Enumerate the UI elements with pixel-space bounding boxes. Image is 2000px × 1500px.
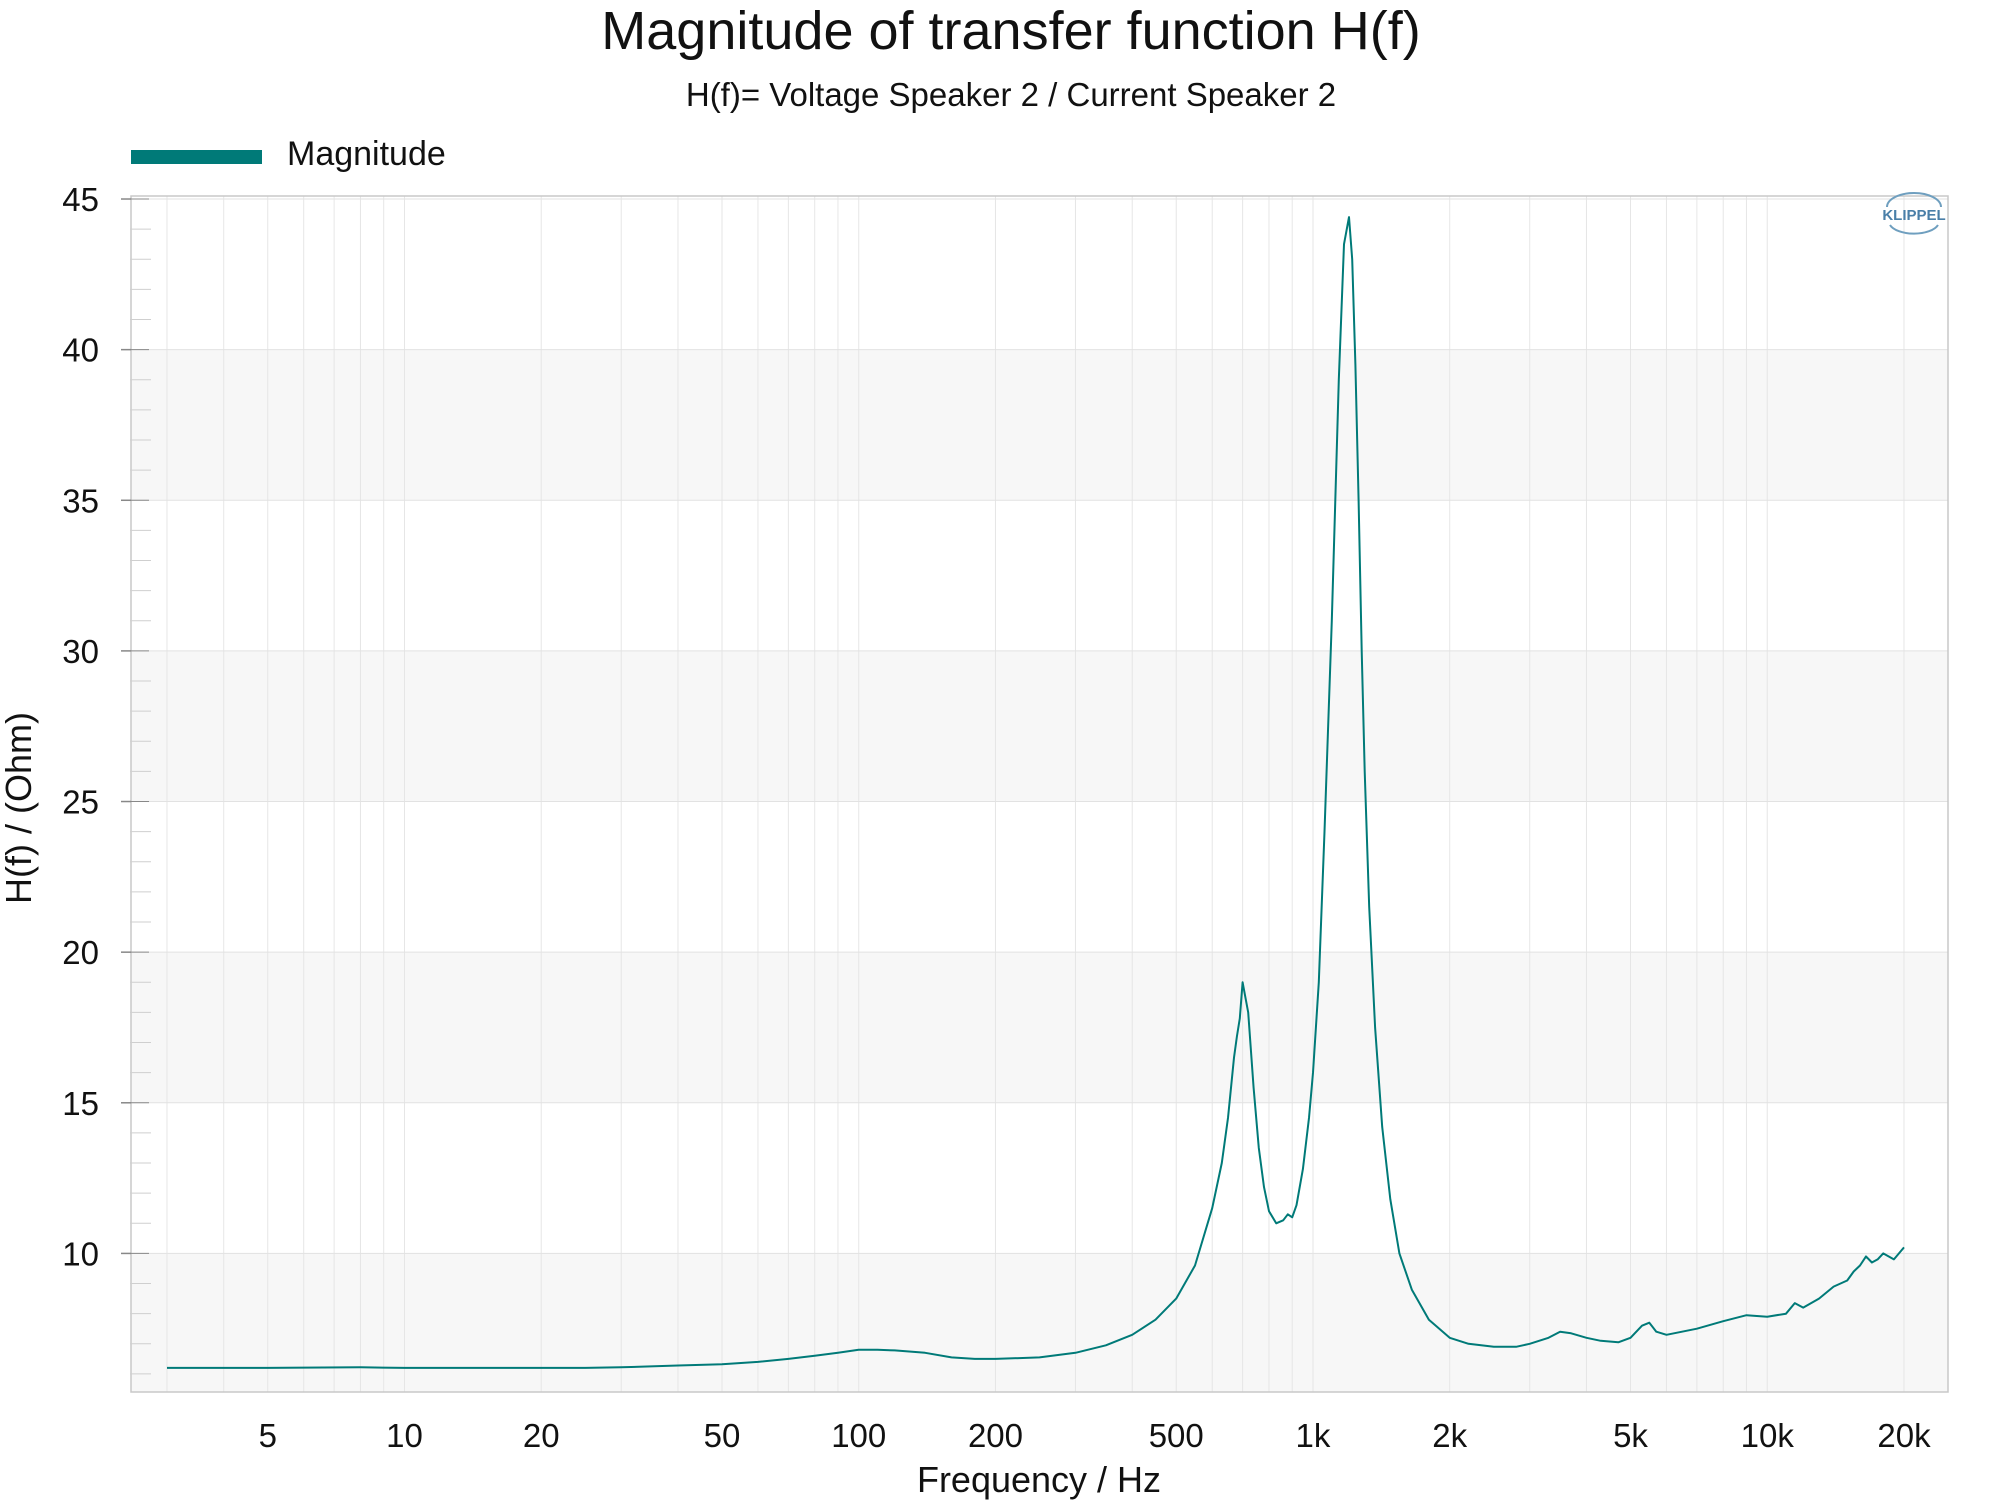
y-tick-label: 40 — [62, 332, 99, 369]
legend-label-magnitude: Magnitude — [287, 135, 446, 173]
klippel-logo-text: KLIPPEL — [1882, 207, 1945, 224]
grid-band — [131, 1253, 1948, 1392]
grid-band — [131, 349, 1948, 501]
x-tick-label: 5k — [1613, 1417, 1648, 1454]
y-tick-label: 30 — [62, 633, 99, 670]
minor-grid — [166, 196, 1905, 1392]
x-tick-label: 10 — [386, 1417, 423, 1454]
x-tick-label: 1k — [1296, 1417, 1331, 1454]
grid-band — [131, 650, 1948, 802]
x-tick-label: 50 — [704, 1417, 741, 1454]
x-tick-label: 20 — [523, 1417, 560, 1454]
klippel-logo: KLIPPEL — [1882, 192, 1946, 235]
legend-swatch-magnitude — [131, 150, 262, 164]
y-axis-label: H(f) / (Ohm) — [0, 712, 39, 904]
chart-title: Magnitude of transfer function H(f) — [601, 1, 1420, 61]
y-tick-label: 25 — [62, 784, 99, 821]
x-tick-label: 20k — [1877, 1417, 1931, 1454]
x-tick-label: 2k — [1432, 1417, 1467, 1454]
plot-frame — [130, 195, 1949, 1393]
x-axis-label: Frequency / Hz — [917, 1459, 1161, 1500]
major-grid — [131, 198, 1948, 1254]
y-minor-ticks — [121, 198, 151, 1375]
series-line-magnitude — [167, 216, 1905, 1369]
y-tick-labels: 10 15 20 25 30 35 40 45 — [62, 181, 99, 1272]
y-tick-label: 15 — [62, 1085, 99, 1122]
legend: Magnitude — [131, 135, 446, 173]
y-tick-label: 45 — [62, 181, 99, 218]
y-tick-label: 10 — [62, 1235, 99, 1272]
x-tick-label: 10k — [1741, 1417, 1795, 1454]
x-tick-label: 200 — [968, 1417, 1023, 1454]
grid-band — [131, 952, 1948, 1103]
y-tick-label: 20 — [62, 934, 99, 971]
chart-subtitle: H(f)= Voltage Speaker 2 / Current Speake… — [686, 76, 1336, 113]
x-tick-label: 100 — [831, 1417, 886, 1454]
x-tick-label: 5 — [259, 1417, 277, 1454]
x-tick-label: 500 — [1149, 1417, 1204, 1454]
plot-background — [131, 196, 1948, 1392]
y-tick-label: 35 — [62, 482, 99, 519]
x-tick-labels: 5 10 20 50 100 200 500 1k 2k 5k 10k 20k — [259, 1417, 1932, 1454]
